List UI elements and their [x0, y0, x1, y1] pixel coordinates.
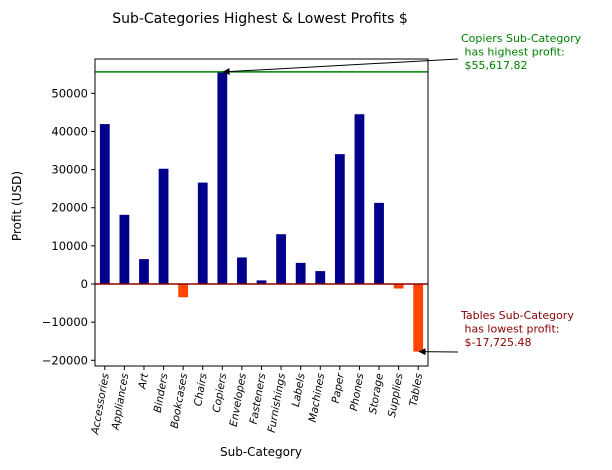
- plot-area: −20000 −10000 0 10000 20000 30000 40000 50000 Ac…: [42, 58, 429, 436]
- y-tick-label: 20000: [51, 201, 88, 215]
- bar-paper: [334, 154, 345, 285]
- x-tick-label: Envelopes: [228, 372, 249, 428]
- annotation-line: $55,617.82: [461, 59, 527, 72]
- bar-accessories: [99, 124, 110, 285]
- y-tick-label: 0: [81, 277, 88, 291]
- bar-envelopes: [237, 257, 247, 285]
- x-axis-label: Sub-Category: [220, 445, 302, 459]
- bar-supplies: [393, 284, 404, 289]
- bar-fasteners: [256, 280, 267, 285]
- annotation-line: Copiers Sub-Category: [461, 32, 582, 45]
- annotation-arrow-copiers: [222, 58, 459, 76]
- x-tick-label: Machines: [307, 372, 327, 423]
- bar-appliances: [119, 214, 130, 285]
- x-tick-label: Chairs: [192, 372, 210, 407]
- bar-furnishings: [276, 234, 286, 285]
- bar-art: [139, 259, 149, 285]
- bar-copiers: [217, 71, 228, 285]
- y-tick-label: 50000: [51, 86, 88, 100]
- annotation-line: has highest profit:: [461, 46, 565, 59]
- annotation-copiers: Copiers Sub-Category has highest profit:…: [461, 32, 582, 72]
- x-tick-label: Phones: [348, 372, 367, 412]
- y-tick-label: −20000: [42, 353, 88, 367]
- y-tick-label: 40000: [51, 124, 88, 138]
- y-tick-label: 30000: [51, 163, 88, 177]
- chart-title: Sub-Categories Highest & Lowest Profits …: [112, 11, 408, 27]
- x-tick-label: Bookcases: [169, 372, 191, 429]
- y-tick-label: 10000: [51, 239, 88, 253]
- x-tick-label: Fasteners: [248, 372, 269, 425]
- bar-machines: [315, 271, 326, 285]
- x-tick-label: Paper: [330, 372, 347, 405]
- annotation-line: Tables Sub-Category: [460, 309, 574, 322]
- bar-chairs: [197, 182, 208, 285]
- bar-tables: [413, 284, 424, 352]
- x-tick-label: Storage: [367, 372, 386, 415]
- bar-bookcases: [178, 284, 189, 298]
- x-tick-label: Supplies: [386, 372, 406, 418]
- x-tick-label: Binders: [152, 372, 171, 414]
- y-axis-label: Profit (USD): [10, 171, 24, 241]
- annotation-line: has lowest profit:: [461, 323, 559, 336]
- annotation-line: $-17,725.48: [461, 336, 531, 349]
- x-tick-label: Furnishings: [266, 372, 288, 434]
- bar-labels: [295, 262, 306, 285]
- x-tick-label: Tables: [408, 372, 426, 407]
- annotation-tables: Tables Sub-Category has lowest profit: $…: [460, 309, 574, 349]
- x-tick-label: Accessories: [89, 372, 112, 436]
- x-tick-label: Appliances: [109, 372, 131, 432]
- bar-binders: [158, 168, 169, 285]
- bar-phones: [354, 114, 365, 285]
- y-tick-label: −10000: [42, 315, 88, 329]
- x-tick-label: Copiers: [211, 372, 230, 414]
- bar-storage: [374, 202, 384, 285]
- x-tick-label: Labels: [290, 372, 308, 408]
- x-tick-label: Art: [136, 372, 151, 391]
